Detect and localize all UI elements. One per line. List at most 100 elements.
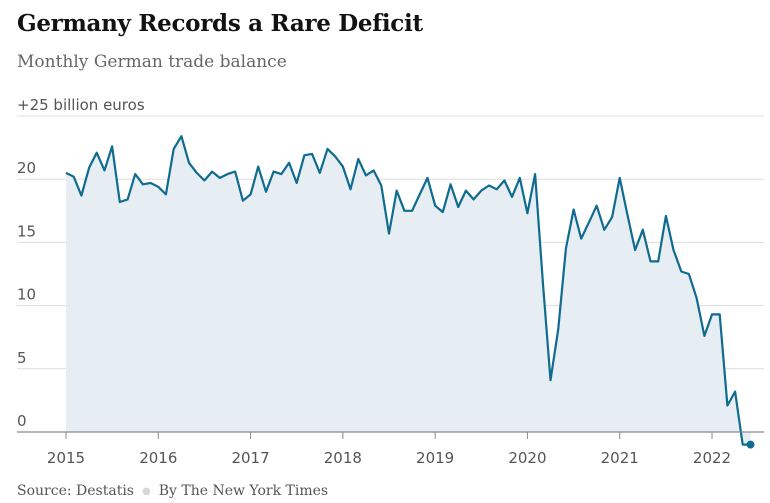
- area-fill: [66, 136, 751, 445]
- data-point-63: [548, 378, 553, 383]
- data-point-17: [194, 170, 199, 175]
- data-point-18: [202, 178, 207, 183]
- data-point-30: [294, 181, 299, 186]
- data-point-27: [271, 169, 276, 174]
- data-point-72: [617, 175, 622, 180]
- chart-subtitle: Monthly German trade balance: [17, 52, 287, 72]
- data-point-39: [363, 173, 368, 178]
- data-point-75: [640, 227, 645, 232]
- data-point-7: [117, 200, 122, 205]
- data-point-77: [656, 259, 661, 264]
- data-point-6: [110, 144, 115, 149]
- data-point-78: [663, 213, 668, 218]
- data-point-54: [479, 188, 484, 193]
- data-point-24: [248, 192, 253, 197]
- data-point-29: [287, 160, 292, 165]
- x-tick-label-2017: 2017: [231, 449, 269, 467]
- y-tick-label-5: 5: [17, 349, 27, 367]
- data-point-10: [140, 182, 145, 187]
- data-point-31: [302, 153, 307, 158]
- data-point-59: [517, 175, 522, 180]
- data-point-42: [387, 231, 392, 236]
- data-point-4: [94, 150, 99, 155]
- data-point-2: [79, 193, 84, 198]
- data-point-28: [279, 172, 284, 177]
- data-point-80: [679, 269, 684, 274]
- data-point-14: [171, 146, 176, 151]
- x-tick-label-2021: 2021: [601, 449, 639, 467]
- data-point-56: [494, 187, 499, 192]
- data-point-62: [540, 280, 545, 285]
- y-tick-label-25: +25 billion euros: [17, 96, 145, 114]
- x-tick-label-2022: 2022: [693, 449, 731, 467]
- data-point-8: [125, 197, 130, 202]
- x-tick-label-2018: 2018: [324, 449, 362, 467]
- data-point-40: [371, 168, 376, 173]
- y-tick-label-0: 0: [17, 412, 27, 430]
- data-point-52: [463, 188, 468, 193]
- data-point-66: [571, 207, 576, 212]
- data-point-0: [64, 170, 69, 175]
- x-axis: 2015 2016 2017 2018 2019 2020 2021 2022: [47, 432, 731, 467]
- data-point-46: [417, 192, 422, 197]
- data-point-15: [179, 134, 184, 139]
- data-point-55: [487, 183, 492, 188]
- data-point-20: [217, 175, 222, 180]
- data-point-48: [433, 203, 438, 208]
- data-point-23: [240, 198, 245, 203]
- data-point-79: [671, 248, 676, 253]
- x-tick-label-2016: 2016: [139, 449, 177, 467]
- data-point-22: [233, 169, 238, 174]
- data-point-87: [733, 389, 738, 394]
- data-point-73: [625, 212, 630, 217]
- data-point-64: [556, 327, 561, 332]
- data-point-12: [156, 184, 161, 189]
- data-point-9: [133, 172, 138, 177]
- data-point-35: [333, 154, 338, 159]
- data-point-69: [594, 203, 599, 208]
- separator-dot: ●: [141, 485, 151, 497]
- data-point-58: [510, 194, 515, 199]
- data-point-70: [602, 227, 607, 232]
- chart-title: Germany Records a Rare Deficit: [17, 10, 423, 37]
- source-credit: Source: Destatis: [17, 483, 134, 499]
- data-point-13: [163, 192, 168, 197]
- series-line: [65, 135, 751, 446]
- data-point-85: [717, 312, 722, 317]
- x-tick-label-2019: 2019: [416, 449, 454, 467]
- data-point-67: [579, 236, 584, 241]
- data-point-61: [533, 172, 538, 177]
- data-point-74: [633, 248, 638, 253]
- x-tick-label-2015: 2015: [47, 449, 85, 467]
- data-point-16: [187, 160, 192, 165]
- data-point-33: [317, 170, 322, 175]
- data-point-37: [348, 187, 353, 192]
- data-point-25: [256, 164, 261, 169]
- data-point-36: [340, 164, 345, 169]
- data-point-86: [725, 403, 730, 408]
- data-point-11: [148, 181, 153, 186]
- data-point-1: [71, 174, 76, 179]
- data-point-82: [694, 296, 699, 301]
- footer: Source: Destatis ● By The New York Times: [17, 483, 328, 499]
- data-point-26: [264, 189, 269, 194]
- data-point-38: [356, 157, 361, 162]
- data-point-81: [686, 272, 691, 277]
- y-tick-label-15: 15: [17, 222, 36, 240]
- data-point-49: [440, 210, 445, 215]
- data-point-43: [394, 188, 399, 193]
- data-point-34: [325, 146, 330, 151]
- y-tick-label-10: 10: [17, 286, 36, 304]
- data-point-21: [225, 172, 230, 177]
- data-point-88: [740, 442, 745, 447]
- data-point-3: [87, 165, 92, 170]
- data-point-19: [210, 169, 215, 174]
- data-point-32: [310, 151, 315, 156]
- x-tick-label-2020: 2020: [508, 449, 546, 467]
- data-point-50: [448, 182, 453, 187]
- data-point-68: [587, 220, 592, 225]
- data-point-53: [471, 197, 476, 202]
- data-point-45: [410, 208, 415, 213]
- data-point-71: [610, 215, 615, 220]
- data-point-47: [425, 175, 430, 180]
